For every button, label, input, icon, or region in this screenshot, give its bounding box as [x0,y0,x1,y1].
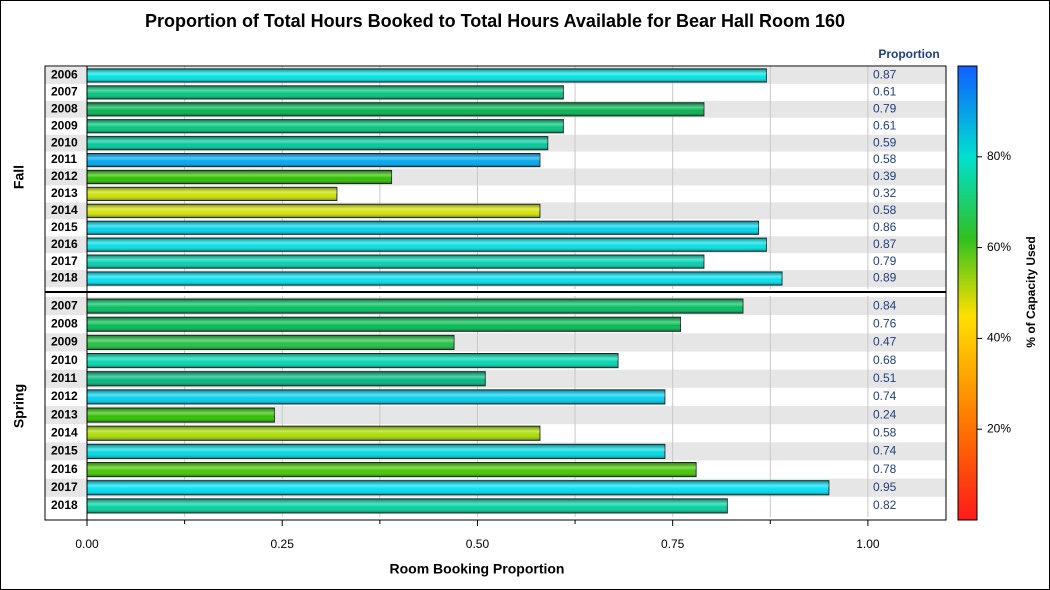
bar-shade [87,271,783,286]
bar-shade [87,317,681,332]
plot: Fall 2006 0.87 2007 0.61 2008 0.79 2009 0.61 2010… [11,65,1011,551]
value-label: 0.84 [873,298,897,312]
value-label: 0.24 [873,407,897,421]
category-label: 2006 [51,68,78,82]
category-label: 2013 [51,407,78,421]
value-label: 0.78 [873,462,897,476]
value-label: 0.39 [873,169,897,183]
category-label: 2014 [51,203,78,217]
value-label: 0.61 [873,118,897,132]
panel-label: Spring [11,384,27,428]
value-label: 0.61 [873,85,897,99]
panel-label: Fall [11,165,27,189]
bar-shade [87,335,455,350]
bar-shade [87,119,564,133]
category-label: 2010 [51,353,78,367]
value-label: 0.89 [873,271,897,285]
bar-shade [87,204,540,218]
bar-shade [87,170,392,184]
category-label: 2007 [51,85,78,99]
bar-shade [87,68,767,83]
category-label: 2012 [51,169,78,183]
category-label: 2018 [51,271,78,285]
bar-shade [87,462,697,477]
x-tick-label: 0.25 [271,537,295,551]
category-label: 2015 [51,444,78,458]
value-label: 0.86 [873,220,897,234]
category-label: 2014 [51,425,78,439]
bar-shade [87,371,486,386]
value-label: 0.95 [873,480,897,494]
category-label: 2016 [51,462,78,476]
value-label: 0.58 [873,152,897,166]
bar-shade [87,353,619,368]
category-label: 2008 [51,316,78,330]
bar-shade [87,187,337,201]
colorbar-tick-label: 40% [987,331,1011,345]
chart-title: Proportion of Total Hours Booked to Tota… [145,11,845,31]
category-label: 2011 [51,371,77,385]
category-label: 2007 [51,298,78,312]
category-label: 2012 [51,389,78,403]
x-tick-label: 1.00 [856,537,880,551]
category-label: 2008 [51,101,78,115]
bar-shade [87,85,564,99]
value-label: 0.47 [873,335,897,349]
colorbar [957,65,978,521]
value-label: 0.68 [873,353,897,367]
category-label: 2018 [51,498,78,512]
category-label: 2010 [51,135,78,149]
bar-shade [87,221,759,235]
category-label: 2009 [51,335,78,349]
bar-shade [87,389,665,405]
value-label: 0.51 [873,371,897,385]
value-label: 0.76 [873,316,897,330]
value-label: 0.87 [873,68,897,82]
colorbar-label: % of Capacity Used [1024,236,1038,347]
x-tick-label: 0.50 [466,537,490,551]
bar-shade [87,238,767,252]
value-label: 0.82 [873,498,897,512]
bar-shade [87,444,665,459]
bar-shade [87,407,275,423]
value-label: 0.74 [873,389,897,403]
column-header: Proportion [878,47,939,61]
value-label: 0.87 [873,237,897,251]
colorbar-tick-label: 20% [987,421,1011,435]
bar-shade [87,153,540,167]
value-label: 0.59 [873,135,897,149]
x-tick-label: 0.00 [75,537,99,551]
bar-shade [87,480,829,495]
bar-shade [87,136,548,150]
category-label: 2013 [51,186,78,200]
category-label: 2009 [51,118,78,132]
value-label: 0.74 [873,444,897,458]
value-label: 0.32 [873,186,897,200]
value-label: 0.58 [873,203,897,217]
category-label: 2015 [51,220,78,234]
bar-shade [87,298,743,314]
bar-shade [87,426,540,441]
bar-shade [87,498,728,514]
category-label: 2017 [51,254,78,268]
bar-shade [87,102,704,116]
bar-shade [87,255,704,269]
value-label: 0.58 [873,425,897,439]
category-label: 2011 [51,152,77,166]
x-axis-label: Room Booking Proportion [390,561,565,577]
x-tick-label: 0.75 [661,537,685,551]
value-label: 0.79 [873,254,897,268]
category-label: 2016 [51,237,78,251]
category-label: 2017 [51,480,78,494]
colorbar-tick-label: 60% [987,240,1011,254]
colorbar-tick-label: 80% [987,149,1011,163]
value-label: 0.79 [873,101,897,115]
